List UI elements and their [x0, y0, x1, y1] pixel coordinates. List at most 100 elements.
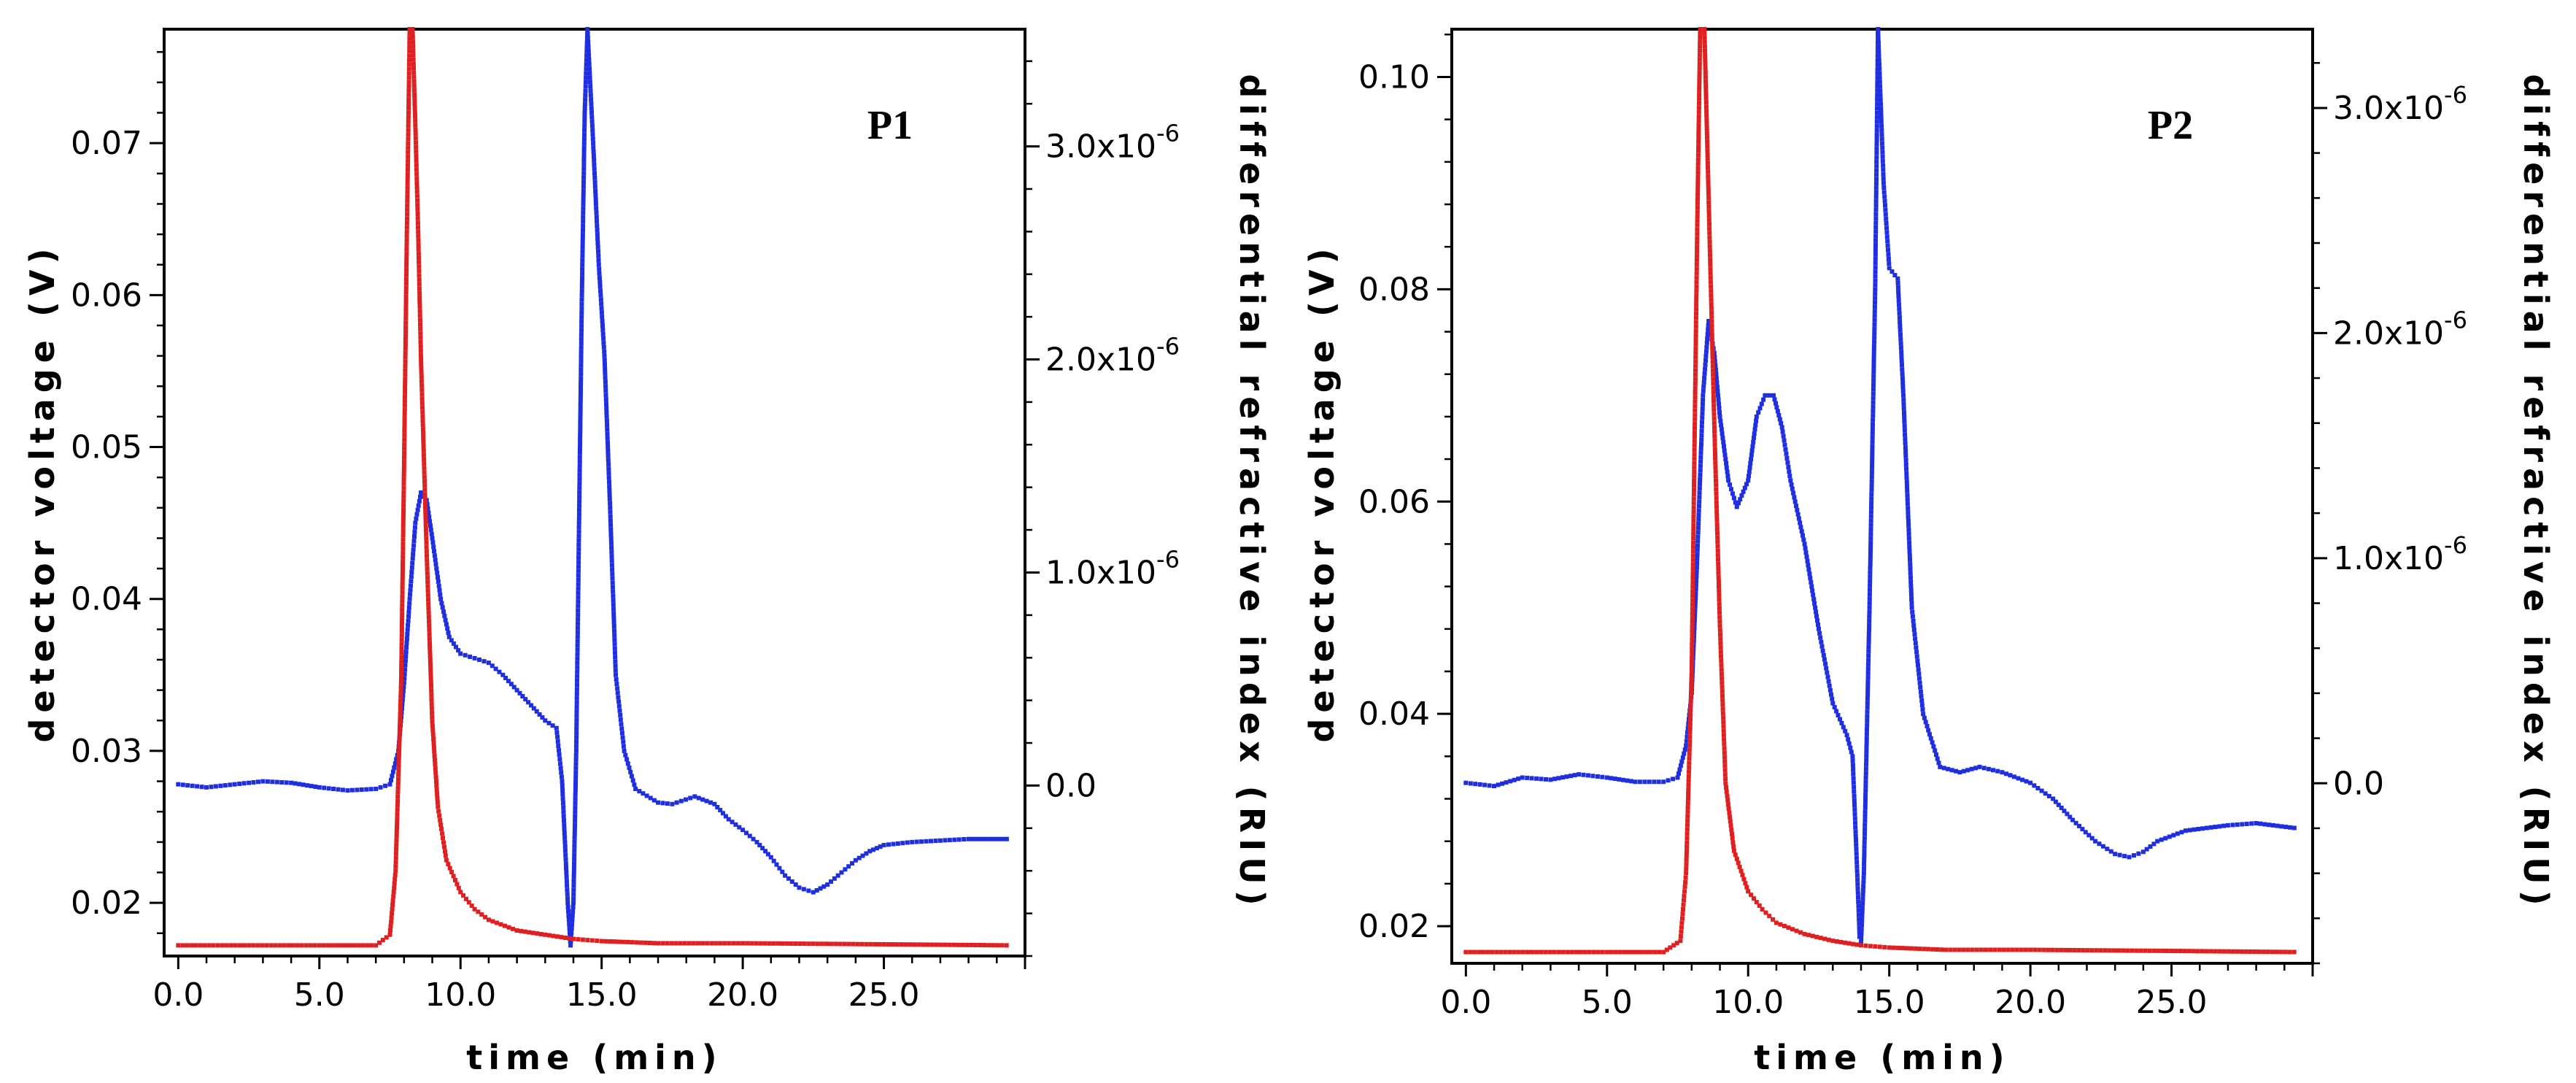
data-point: [1722, 763, 1728, 768]
data-point: [1727, 810, 1732, 815]
data-point: [1719, 654, 1723, 659]
data-point: [1717, 406, 1722, 411]
data-point: [565, 896, 570, 901]
data-point: [1856, 899, 1861, 904]
data-point: [760, 846, 765, 851]
data-point: [1811, 593, 1816, 598]
data-point: [1695, 539, 1701, 544]
data-point: [400, 616, 405, 620]
data-point: [1688, 704, 1693, 709]
data-point: [1741, 876, 1747, 882]
data-point: [600, 331, 606, 336]
data-point: [469, 903, 474, 909]
data-point: [1685, 827, 1690, 832]
data-point: [2093, 839, 2098, 844]
data-point: [1702, 35, 1707, 40]
data-point: [426, 610, 431, 615]
data-point: [2270, 822, 2275, 828]
data-point: [1860, 901, 1865, 906]
data-point: [579, 293, 584, 298]
data-point: [2070, 817, 2076, 822]
data-point: [1686, 787, 1691, 792]
data-point: [589, 123, 595, 128]
data-point: [1709, 323, 1714, 328]
data-point: [1697, 66, 1702, 71]
data-point: [1928, 736, 1933, 741]
data-point: [341, 787, 345, 793]
data-point: [730, 820, 735, 825]
data-point: [411, 539, 417, 544]
data-point: [1694, 284, 1699, 289]
data-point: [2171, 833, 2176, 838]
data-point: [1767, 914, 1772, 919]
data-point: [1699, 437, 1704, 442]
data-point: [1706, 191, 1711, 196]
data-point: [1874, 163, 1879, 169]
data-point: [426, 510, 431, 515]
data-point: [934, 942, 939, 947]
data-point: [587, 80, 592, 85]
data-point: [2147, 948, 2152, 953]
data-point: [411, 44, 416, 49]
data-point: [1895, 276, 1900, 281]
data-point: [1688, 717, 1693, 722]
data-point: [1712, 442, 1717, 447]
data-point: [561, 809, 566, 814]
data-point: [1936, 760, 1941, 766]
data-point: [1004, 836, 1009, 841]
data-point: [422, 470, 427, 475]
data-point: [576, 507, 581, 512]
data-point: [322, 785, 327, 790]
data-point: [1913, 636, 1918, 641]
data-point: [451, 641, 456, 646]
data-point: [1871, 369, 1876, 374]
data-point: [1772, 397, 1777, 402]
data-point: [709, 941, 714, 946]
data-point: [1819, 644, 1825, 649]
data-point: [428, 680, 433, 685]
data-point: [578, 402, 583, 407]
data-point: [619, 722, 624, 727]
data-point: [409, 583, 413, 588]
data-point: [1900, 376, 1905, 381]
data-point: [1703, 104, 1709, 109]
data-point: [415, 202, 420, 207]
data-point: [1716, 397, 1721, 402]
data-point: [1709, 284, 1714, 289]
data-point: [1712, 433, 1717, 439]
data-point: [582, 115, 587, 120]
data-point: [418, 352, 423, 358]
data-point: [2050, 947, 2055, 952]
data-point: [590, 128, 595, 133]
data-point: [560, 796, 565, 801]
data-point: [1863, 771, 1868, 776]
data-point: [1696, 105, 1701, 110]
data-point: [1822, 657, 1827, 662]
data-point: [1691, 544, 1695, 550]
data-point: [1908, 562, 1913, 567]
data-point: [1682, 893, 1687, 898]
data-point: [801, 887, 806, 892]
data-point: [404, 251, 409, 256]
data-point: [1490, 949, 1495, 955]
data-point: [1677, 767, 1682, 772]
data-point: [581, 193, 586, 198]
data-point: [432, 753, 437, 758]
data-point: [579, 350, 584, 355]
data-point: [604, 414, 609, 419]
data-point: [1591, 949, 1596, 955]
data-point: [1709, 293, 1714, 298]
data-point: [621, 739, 626, 744]
data-point: [1865, 705, 1870, 710]
data-point: [1693, 404, 1698, 409]
data-point: [1744, 884, 1749, 890]
x-tick-label: 5.0: [1582, 984, 1633, 1021]
data-point: [603, 393, 608, 398]
data-point: [619, 726, 624, 731]
data-point: [406, 97, 411, 102]
data-point: [1718, 645, 1723, 650]
data-point: [403, 334, 408, 339]
data-point: [1862, 857, 1867, 863]
data-point: [417, 290, 422, 296]
data-point: [1678, 934, 1683, 939]
